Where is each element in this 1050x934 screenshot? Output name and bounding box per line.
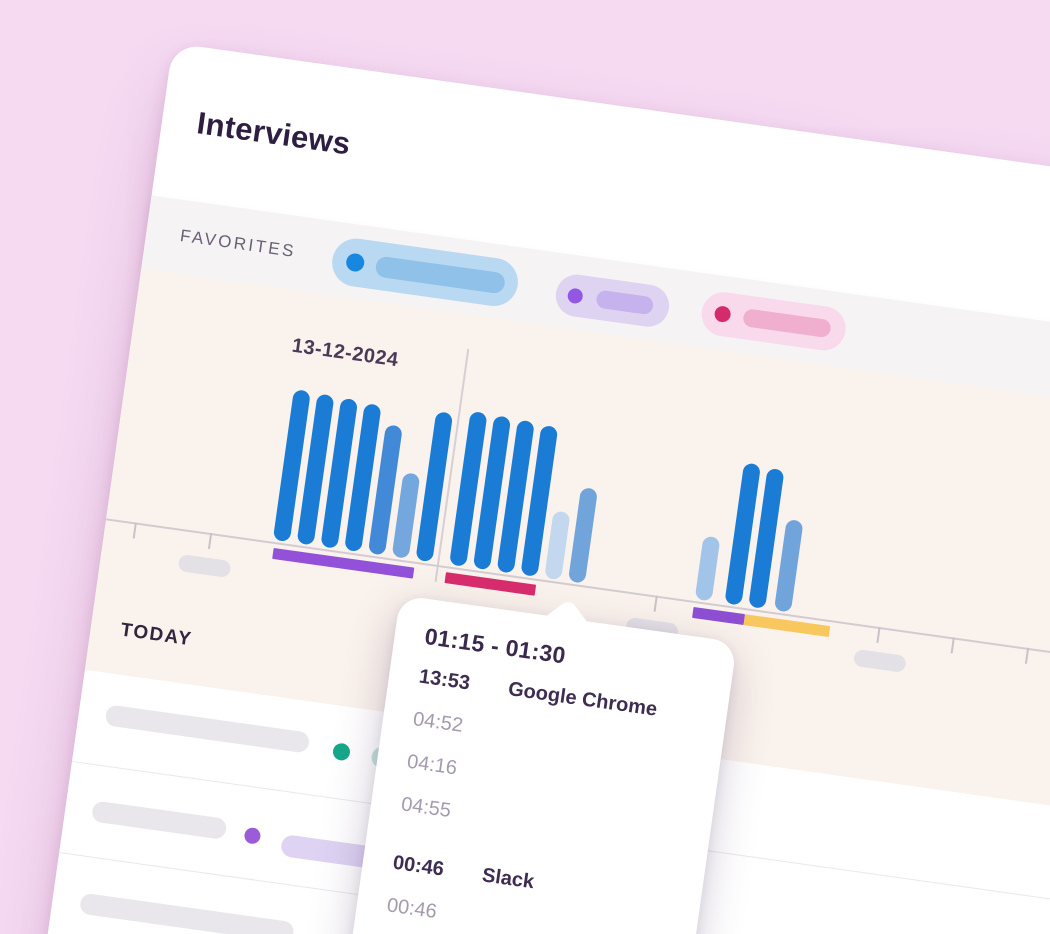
app-card: Interviews FAVORITES 13-12-2024 TODAY 01… bbox=[36, 43, 1050, 934]
usage-bar[interactable] bbox=[391, 472, 421, 559]
axis-tick bbox=[132, 522, 137, 539]
tooltip-entry-duration: 13:53 bbox=[417, 665, 472, 695]
row-skeleton-pill bbox=[90, 800, 228, 840]
usage-bar[interactable] bbox=[694, 535, 721, 602]
tooltip-body: 01:15 - 01:30 13:53 Google Chrome 04:52 04:… bbox=[353, 595, 737, 934]
row-skeleton-pill bbox=[104, 704, 311, 754]
axis-tick bbox=[207, 532, 212, 549]
favorite-pink-pill[interactable] bbox=[698, 289, 849, 354]
favorite-purple-dot-icon bbox=[566, 286, 584, 304]
page-title: Interviews bbox=[194, 105, 353, 162]
tag-purple-2-underline bbox=[692, 606, 746, 626]
axis-tick bbox=[876, 626, 881, 643]
tag-crimson-underline bbox=[444, 572, 537, 596]
axis-tick bbox=[1024, 647, 1029, 664]
axis-skeleton-pill bbox=[852, 648, 907, 673]
favorite-pink-dot-icon bbox=[713, 305, 732, 324]
today-label: TODAY bbox=[119, 619, 194, 651]
favorite-blue-skeleton-bar bbox=[374, 255, 507, 294]
axis-skeleton-pill bbox=[177, 553, 232, 579]
usage-bar[interactable] bbox=[773, 519, 804, 613]
time-slot-tooltip: 01:15 - 01:30 13:53 Google Chrome 04:52 04:… bbox=[348, 595, 738, 934]
usage-bar[interactable] bbox=[567, 487, 598, 584]
chart-date-label: 13-12-2024 bbox=[290, 334, 400, 372]
tooltip-entry-app-name: Google Chrome bbox=[506, 678, 659, 721]
favorite-blue-pill[interactable] bbox=[329, 235, 521, 310]
favorite-purple-skeleton-bar bbox=[595, 289, 655, 316]
tooltip-entry-duration: 00:46 bbox=[391, 851, 446, 881]
tooltip-entry-app-name: Slack bbox=[480, 864, 536, 894]
axis-tick bbox=[950, 637, 955, 654]
row-skeleton-pill bbox=[78, 892, 295, 934]
favorite-blue-dot-icon bbox=[345, 252, 366, 273]
favorites-label: FAVORITES bbox=[178, 225, 298, 262]
row-status-dot-icon bbox=[331, 742, 352, 762]
row-status-dot-icon bbox=[243, 826, 262, 845]
favorite-pink-skeleton-bar bbox=[742, 308, 832, 339]
usage-bar[interactable] bbox=[544, 510, 571, 581]
axis-tick bbox=[653, 595, 658, 612]
favorite-purple-pill[interactable] bbox=[553, 271, 672, 330]
